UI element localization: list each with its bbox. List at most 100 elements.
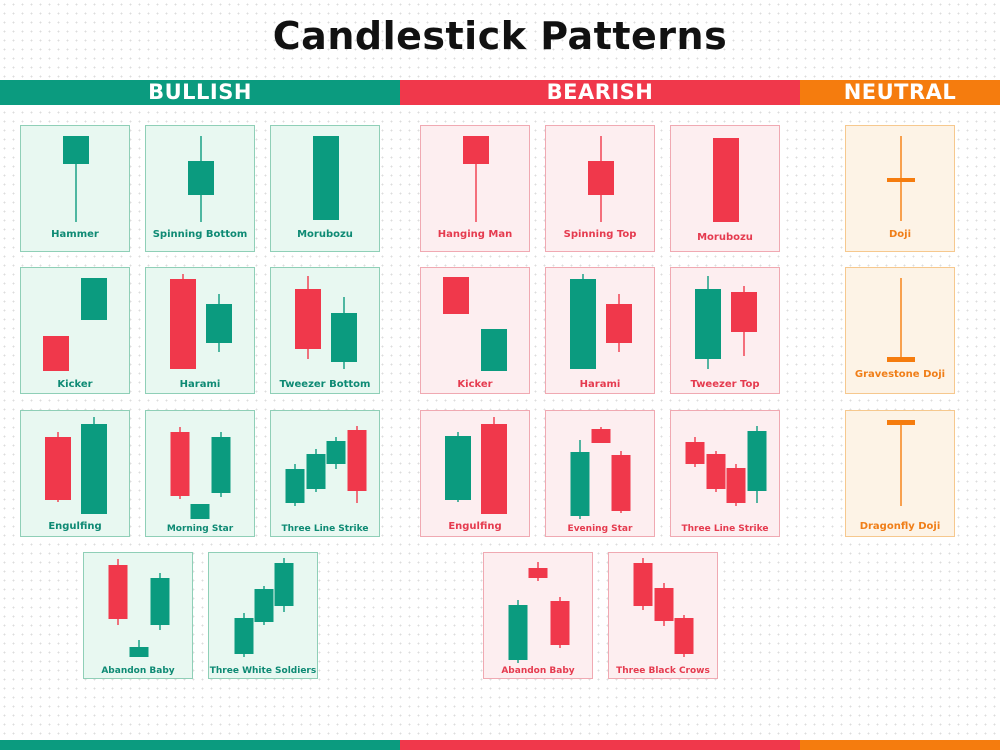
candle-body: [726, 468, 746, 503]
candle-body: [254, 589, 274, 622]
candle-body: [285, 469, 305, 503]
candlestick-illustration: [45, 417, 107, 514]
bull-card-tweezer-bottom: Tweezer Bottom: [270, 267, 380, 394]
pattern-label: Hanging Man: [437, 229, 513, 240]
pattern-label: Morubozu: [697, 232, 753, 243]
candle-body: [713, 138, 739, 222]
candle-body: [81, 424, 107, 514]
pattern-label: Kicker: [57, 379, 93, 390]
bearish-candle: [633, 558, 653, 610]
pattern-label: Spinning Bottom: [152, 229, 248, 240]
bullish-candle: [508, 600, 528, 663]
bullish-candle: [695, 276, 721, 369]
candlestick-illustration: [445, 417, 507, 514]
bull-card-abandon-baby: Abandon Baby: [83, 552, 193, 679]
doji-candle: [887, 136, 915, 221]
candle-body: [481, 424, 507, 514]
candle-body: [326, 441, 346, 464]
candle-body: [443, 277, 469, 314]
candle-body: [731, 292, 757, 332]
doji-candle: [887, 420, 915, 506]
candle-body: [591, 429, 611, 443]
candlestick-illustration: [170, 274, 232, 369]
candle-body: [347, 430, 367, 491]
candle-body: [481, 329, 507, 371]
candle-body: [150, 578, 170, 625]
bear-card-three-black-crows: Three Black Crows: [608, 552, 718, 679]
bullish-candle: [313, 136, 339, 220]
pattern-label: Abandon Baby: [101, 666, 175, 676]
candle-body: [463, 136, 489, 164]
candle-body: [445, 436, 471, 500]
bearish-candle: [170, 427, 190, 499]
candle-body: [81, 278, 107, 320]
bull-card-spinning-bottom: Spinning Bottom: [145, 125, 255, 252]
candlestick-illustration: [313, 136, 339, 220]
bearish-candle: [591, 427, 611, 443]
bullish-candle: [188, 136, 214, 222]
pattern-label: Spinning Top: [563, 229, 637, 240]
bullish-candle: [481, 329, 507, 371]
candle-body: [274, 563, 294, 606]
bullish-candle: [81, 278, 107, 320]
candlestick-illustration: [234, 558, 294, 657]
candle-body: [528, 568, 548, 578]
bear-card-spinning-top: Spinning Top: [545, 125, 655, 252]
candlestick-illustration: [295, 276, 357, 369]
bearish-candle: [731, 286, 757, 356]
pattern-label: Kicker: [457, 379, 493, 390]
pattern-label: Tweezer Top: [690, 379, 760, 390]
bullish-candle: [190, 504, 210, 519]
footer-bar-bearish: [400, 740, 800, 750]
bullish-candle: [306, 449, 326, 492]
bullish-candle: [331, 297, 357, 369]
candle-body: [588, 161, 614, 195]
pattern-label: Gravestone Doji: [854, 369, 946, 380]
bullish-candle: [570, 440, 590, 519]
bullish-candle: [234, 613, 254, 657]
bullish-candle: [81, 417, 107, 514]
candle-body: [170, 279, 196, 369]
bullish-candle: [445, 432, 471, 502]
bearish-candle: [588, 136, 614, 222]
bearish-candle: [606, 294, 632, 352]
bullish-candle: [747, 426, 767, 503]
candle-body: [331, 313, 357, 362]
bearish-candle: [685, 437, 705, 467]
bear-card-tweezer-top: Tweezer Top: [670, 267, 780, 394]
candle-body: [188, 161, 214, 195]
bull-card-morubozu: Morubozu: [270, 125, 380, 252]
candlestick-illustration: [633, 558, 694, 657]
bear-card-abandon-baby: Abandon Baby: [483, 552, 593, 679]
candle-body: [206, 304, 232, 343]
candlestick-illustration: [588, 136, 614, 222]
candle-body: [234, 618, 254, 654]
pattern-label: Evening Star: [567, 524, 633, 534]
bull-card-harami: Harami: [145, 267, 255, 394]
pattern-label: Three Line Strike: [681, 524, 769, 534]
bearish-candle: [443, 277, 469, 314]
candlestick-illustration: [188, 136, 214, 222]
candlestick-illustration: [508, 562, 570, 663]
candlestick-illustration: [695, 276, 757, 369]
pattern-label: Tweezer Bottom: [279, 379, 371, 390]
pattern-label: Engulfing: [48, 521, 102, 532]
candle-body: [313, 136, 339, 220]
candle-body: [550, 601, 570, 645]
bearish-candle: [481, 417, 507, 514]
candlestick-illustration: [713, 138, 739, 222]
candle-body: [887, 178, 915, 182]
bull-card-hammer: Hammer: [20, 125, 130, 252]
pattern-label: Three Line Strike: [281, 524, 369, 534]
candle-body: [108, 565, 128, 619]
candle-body: [674, 618, 694, 654]
candle-body: [295, 289, 321, 349]
bearish-header: BEARISH: [400, 80, 800, 105]
pattern-label: Three White Soldiers: [209, 666, 317, 676]
bullish-candle: [63, 136, 89, 222]
candle-body: [570, 452, 590, 516]
candlestick-illustration: [285, 426, 367, 506]
candle-body: [611, 455, 631, 511]
bearish-candle: [43, 336, 69, 371]
candle-body: [695, 289, 721, 359]
